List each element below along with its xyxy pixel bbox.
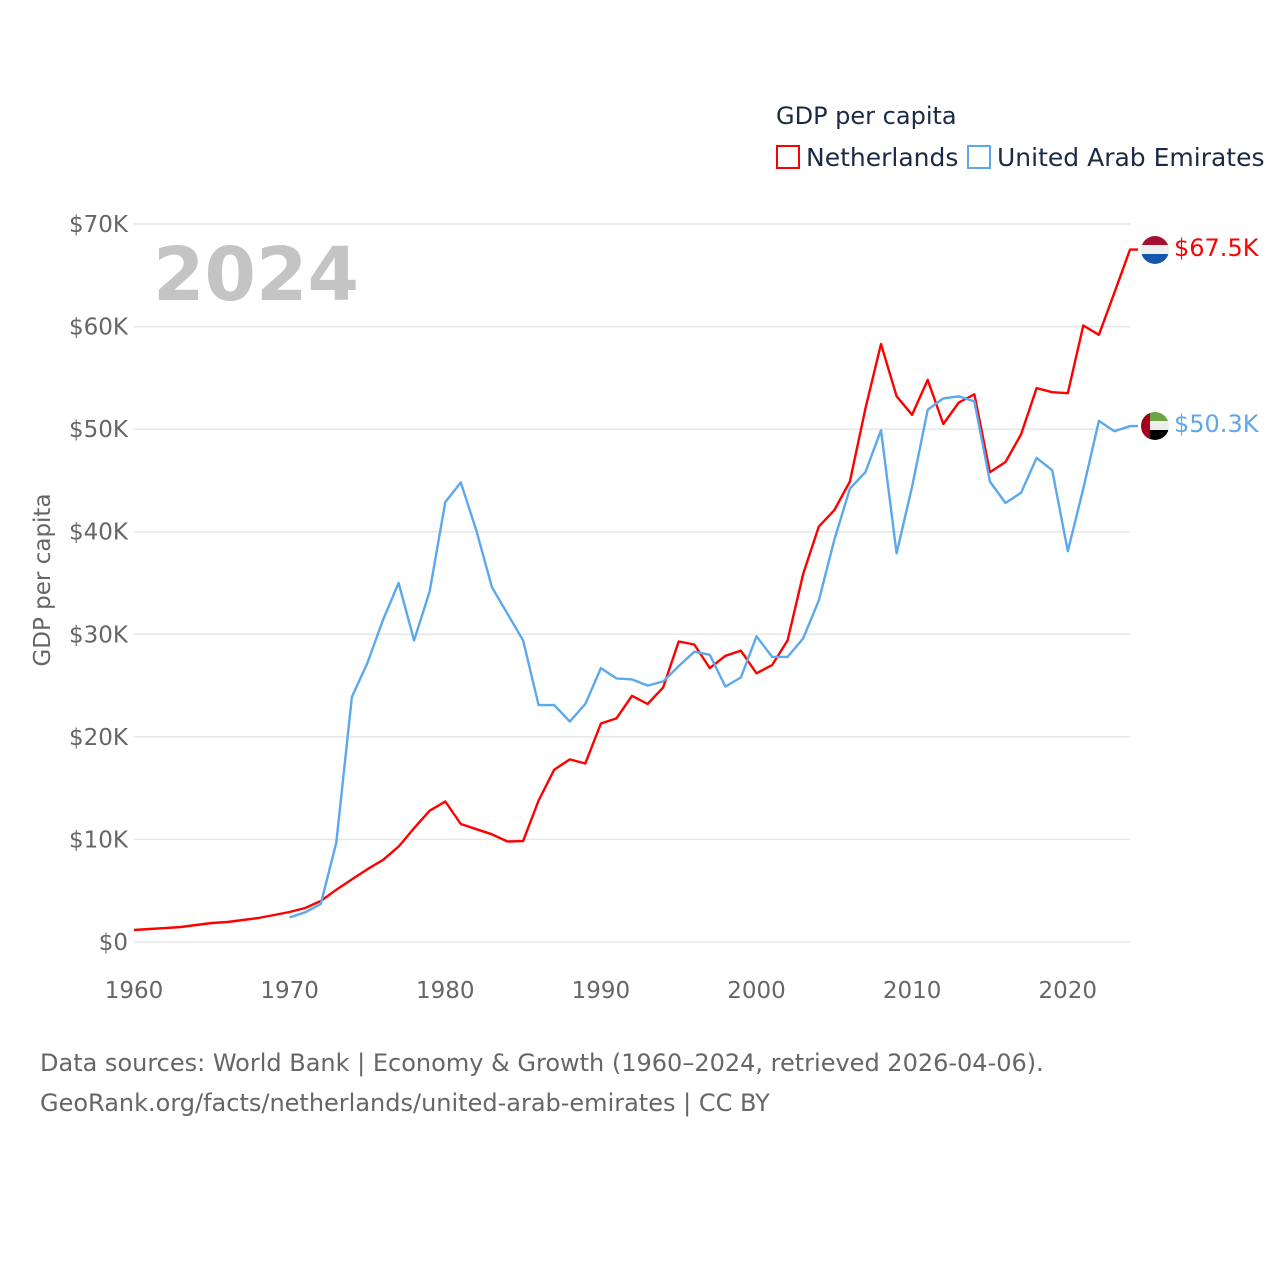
x-tick-label: 1980 bbox=[416, 978, 475, 1004]
y-tick-label: $10K bbox=[69, 827, 129, 853]
footer-sources: Data sources: World Bank | Economy & Gro… bbox=[40, 1049, 1044, 1077]
x-tick-label: 2000 bbox=[727, 978, 786, 1004]
x-tick-label: 2020 bbox=[1038, 978, 1097, 1004]
y-tick-label: $20K bbox=[69, 725, 129, 751]
y-tick-label: $0 bbox=[99, 930, 128, 956]
y-tick-label: $40K bbox=[69, 520, 129, 546]
y-tick-label: $60K bbox=[69, 315, 129, 341]
y-tick-label: $70K bbox=[69, 212, 129, 238]
legend-label-uae: United Arab Emirates bbox=[997, 143, 1265, 172]
uae-flag-icon bbox=[1141, 412, 1169, 440]
legend-title: GDP per capita bbox=[776, 102, 957, 130]
legend-swatch-netherlands bbox=[776, 145, 800, 169]
y-tick-label: $30K bbox=[69, 622, 129, 648]
x-tick-label: 1960 bbox=[105, 978, 164, 1004]
netherlands-flag-icon bbox=[1141, 236, 1169, 264]
x-tick-label: 1990 bbox=[572, 978, 631, 1004]
x-tick-label: 1970 bbox=[260, 978, 319, 1004]
series-line-united-arab-emirates bbox=[289, 395, 1138, 919]
x-tick-label: 2010 bbox=[883, 978, 942, 1004]
footer: Data sources: World Bank | Economy & Gro… bbox=[40, 1043, 1044, 1123]
series-line-netherlands bbox=[133, 248, 1138, 932]
end-label-netherlands: $67.5K bbox=[1174, 234, 1260, 262]
legend: GDP per capita Netherlands United Arab E… bbox=[776, 102, 1265, 172]
legend-label-netherlands: Netherlands bbox=[806, 143, 958, 172]
year-annotation: 2024 bbox=[153, 232, 359, 318]
y-tick-label: $50K bbox=[69, 417, 129, 443]
legend-swatch-uae bbox=[967, 145, 991, 169]
y-axis-label: GDP per capita bbox=[30, 493, 56, 666]
end-label-uae: $50.3K bbox=[1174, 410, 1260, 438]
footer-link[interactable]: GeoRank.org/facts/netherlands/united-ara… bbox=[40, 1089, 770, 1117]
